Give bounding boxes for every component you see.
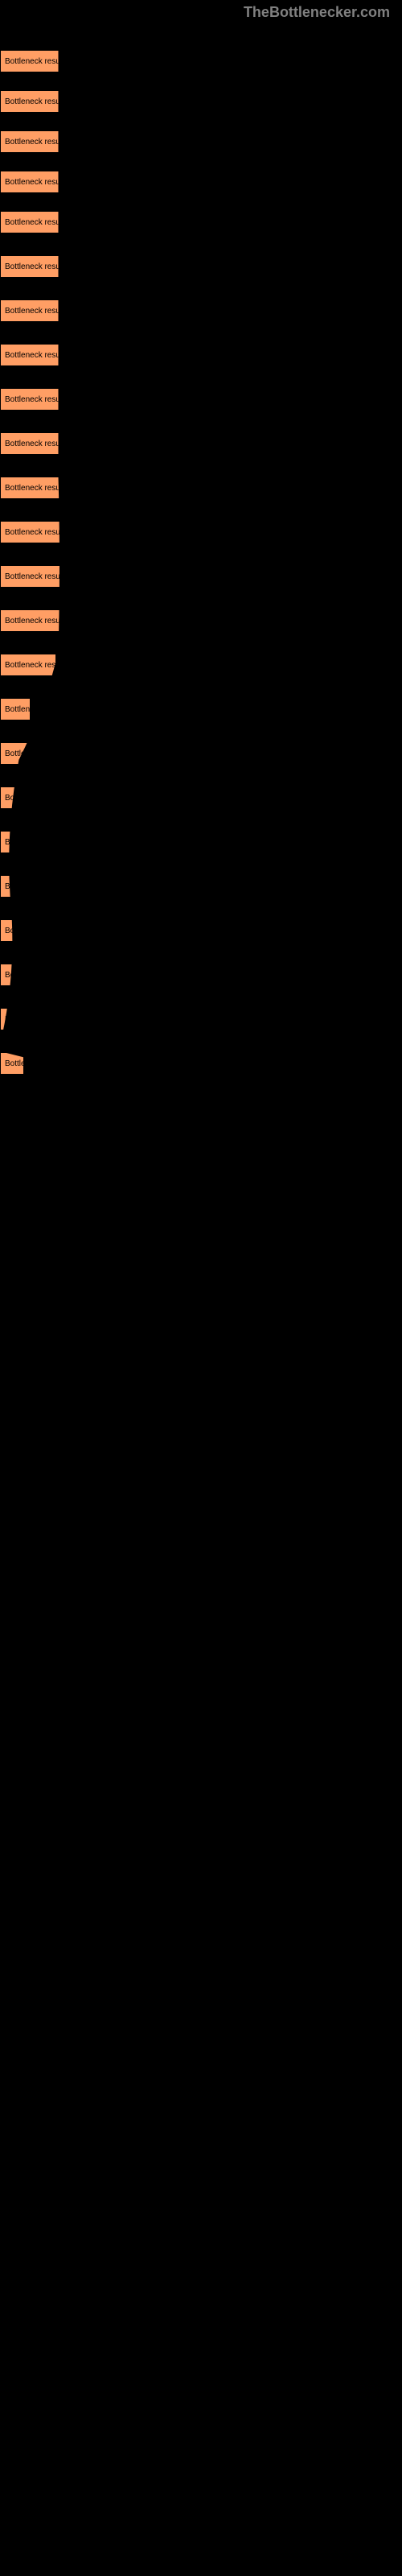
bar-row: Bottleneck result (0, 49, 66, 73)
bar-row: Bottleneck result (0, 299, 66, 323)
bar-row: Bottleneck result (0, 130, 66, 154)
bottleneck-bar: Bottleneck result (0, 919, 20, 942)
bar-row: Bottleneck result (0, 919, 20, 943)
bottleneck-bar: Bottleneck result (0, 90, 66, 113)
bottleneck-bar: Bottleneck result (0, 130, 66, 153)
bottleneck-bar: Bottleneck result (0, 432, 66, 455)
bottleneck-bar: Bottleneck result (0, 299, 66, 322)
bottleneck-bar: Bottleneck result (0, 875, 26, 898)
bottleneck-bar: Bottleneck result (0, 344, 66, 366)
site-header: TheBottlenecker.com (0, 0, 402, 25)
bar-row: Bottleneck result (0, 653, 56, 677)
bar-row: Bottleneck result (0, 89, 66, 114)
chart-curve (16, 49, 78, 1055)
bar-row: Bottleneck result (0, 830, 11, 854)
bar-row: Bottleneck result (0, 786, 26, 810)
bar-row: Bottleneck result (0, 387, 66, 411)
bar-row: Bottleneck result (0, 170, 66, 194)
site-name: TheBottlenecker.com (244, 4, 390, 20)
bottleneck-chart: Bottleneck result Bottleneck result Bottle… (0, 25, 402, 1192)
bottleneck-bar: Bottleneck result (0, 742, 40, 765)
bottleneck-bar: Bottleneck result (0, 211, 66, 233)
bottleneck-bar: Bottleneck result (0, 786, 26, 809)
bottleneck-bar: Bottleneck result (0, 609, 71, 632)
bottleneck-bar: Bottleneck result (0, 831, 11, 853)
bar-row: Bottleneck result (0, 520, 68, 544)
bottleneck-bar: Bottleneck result (0, 1008, 8, 1030)
bar-row: Bottleneck result (0, 1007, 8, 1031)
bar-row: Bottleneck result (0, 741, 40, 766)
bar-row: Bottleneck result (0, 210, 66, 234)
bottleneck-bar: Bottleneck result (0, 477, 68, 499)
bottleneck-bar: Bottleneck result (0, 171, 66, 193)
bottleneck-bar: Bottleneck result (0, 654, 56, 676)
bottleneck-bar: Bottleneck result (0, 698, 31, 720)
bar-row: Bottleneck result (0, 874, 26, 898)
bar-row: Bottleneck result (0, 476, 68, 500)
bar-row: Bottleneck result (0, 564, 71, 588)
bar-row: Bottleneck result (0, 609, 71, 633)
bottleneck-bar: Bottleneck result (0, 565, 71, 588)
bar-row: Bottleneck result (0, 1051, 24, 1075)
bottleneck-bar: Bottleneck result (0, 255, 66, 278)
bottleneck-bar: Bottleneck result (0, 1052, 24, 1075)
bar-row: Bottleneck result (0, 963, 34, 987)
bottleneck-bar: Bottleneck result (0, 521, 68, 543)
bar-row: Bottleneck result (0, 254, 66, 279)
bar-row: Bottleneck result (0, 697, 31, 721)
bar-row: Bottleneck result (0, 343, 66, 367)
bottleneck-bar: Bottleneck result (0, 388, 66, 411)
bottleneck-bar: Bottleneck result (0, 964, 34, 986)
bar-row: Bottleneck result (0, 431, 66, 456)
bottleneck-bar: Bottleneck result (0, 50, 66, 72)
